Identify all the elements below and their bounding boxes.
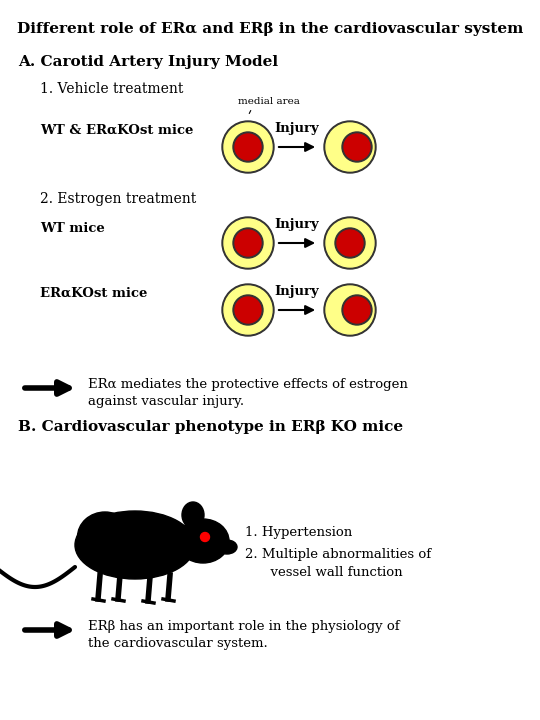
Circle shape	[224, 219, 272, 267]
Circle shape	[326, 123, 374, 171]
Text: 2. Estrogen treatment: 2. Estrogen treatment	[40, 192, 196, 206]
Circle shape	[326, 286, 374, 334]
Circle shape	[342, 132, 372, 162]
Text: ERβ has an important role in the physiology of: ERβ has an important role in the physiol…	[88, 620, 400, 633]
Circle shape	[344, 297, 370, 323]
Circle shape	[337, 230, 363, 256]
Circle shape	[324, 217, 376, 269]
Circle shape	[222, 121, 274, 173]
Ellipse shape	[177, 519, 229, 563]
Circle shape	[344, 134, 370, 160]
Text: 1. Vehicle treatment: 1. Vehicle treatment	[40, 82, 184, 96]
Text: Injury: Injury	[275, 122, 319, 135]
Text: the cardiovascular system.: the cardiovascular system.	[88, 637, 268, 650]
Circle shape	[233, 295, 263, 325]
Text: ERαKOst mice: ERαKOst mice	[40, 287, 147, 300]
Text: against vascular injury.: against vascular injury.	[88, 395, 244, 408]
Text: WT & ERαKOst mice: WT & ERαKOst mice	[40, 124, 193, 137]
Text: Injury: Injury	[275, 218, 319, 231]
Text: B. Cardiovascular phenotype in ERβ KO mice: B. Cardiovascular phenotype in ERβ KO mi…	[18, 420, 403, 434]
Ellipse shape	[217, 540, 237, 554]
Ellipse shape	[75, 511, 195, 579]
Circle shape	[222, 217, 274, 269]
Text: Injury: Injury	[275, 285, 319, 298]
Text: WT mice: WT mice	[40, 222, 105, 235]
Circle shape	[324, 284, 376, 336]
Text: Different role of ERα and ERβ in the cardiovascular system: Different role of ERα and ERβ in the car…	[17, 22, 523, 36]
Ellipse shape	[182, 502, 204, 528]
Text: medial area: medial area	[238, 97, 300, 106]
Circle shape	[224, 123, 272, 171]
Circle shape	[233, 132, 263, 162]
Circle shape	[335, 228, 365, 258]
Circle shape	[224, 286, 272, 334]
Text: A. Carotid Artery Injury Model: A. Carotid Artery Injury Model	[18, 55, 278, 69]
Circle shape	[235, 297, 261, 323]
Text: 2. Multiple abnormalities of: 2. Multiple abnormalities of	[245, 548, 431, 561]
Ellipse shape	[78, 512, 132, 562]
Circle shape	[200, 533, 210, 541]
Text: 1. Hypertension: 1. Hypertension	[245, 526, 352, 539]
Text: vessel wall function: vessel wall function	[245, 566, 403, 579]
Circle shape	[233, 228, 263, 258]
Circle shape	[222, 284, 274, 336]
Circle shape	[235, 230, 261, 256]
Circle shape	[324, 121, 376, 173]
Circle shape	[235, 134, 261, 160]
Circle shape	[342, 295, 372, 325]
Text: ERα mediates the protective effects of estrogen: ERα mediates the protective effects of e…	[88, 378, 408, 391]
Circle shape	[326, 219, 374, 267]
